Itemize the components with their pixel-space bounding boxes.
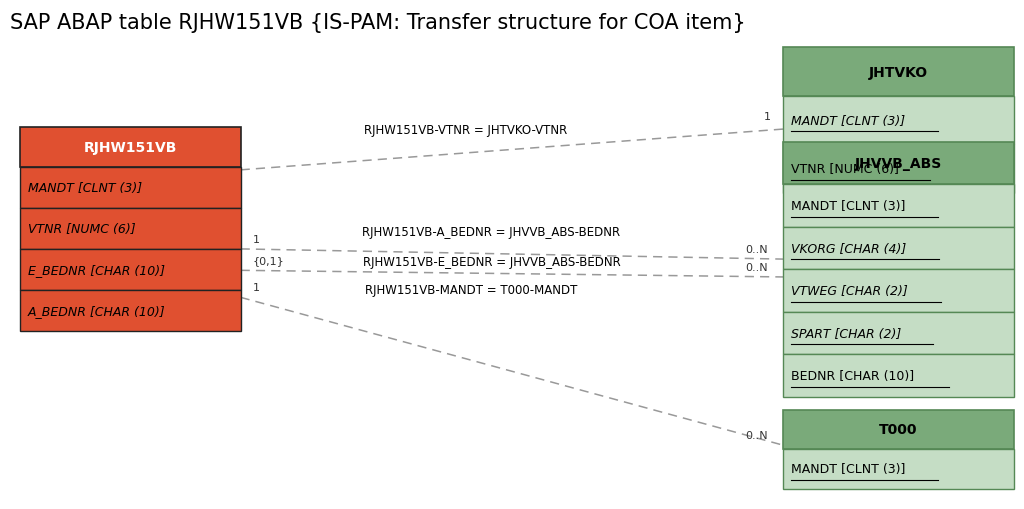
Text: MANDT [CLNT (3)]: MANDT [CLNT (3)] [28,182,141,195]
Bar [783,143,1014,185]
Text: JHTVKO: JHTVKO [869,66,928,79]
Text: 1: 1 [764,112,771,122]
Bar [783,185,1014,228]
Bar [20,209,241,249]
Bar [783,270,1014,312]
Bar [783,228,1014,270]
Bar [20,249,241,290]
Text: 1: 1 [253,282,260,293]
Text: JHVVB_ABS: JHVVB_ABS [855,157,942,171]
Text: 0..N: 0..N [745,244,768,254]
Bar [20,168,241,209]
Text: E_BEDNR [CHAR (10)]: E_BEDNR [CHAR (10)] [28,263,165,276]
Text: MANDT [CLNT (3)]: MANDT [CLNT (3)] [791,200,905,213]
Text: SPART [CHAR (2)]: SPART [CHAR (2)] [791,327,901,340]
Text: RJHW151VB: RJHW151VB [84,140,177,155]
Bar [783,449,1014,489]
Bar [783,97,1014,145]
Text: SAP ABAP table RJHW151VB {IS-PAM: Transfer structure for COA item}: SAP ABAP table RJHW151VB {IS-PAM: Transf… [10,13,745,33]
Text: VTNR [NUMC (6)]: VTNR [NUMC (6)] [28,222,135,236]
Text: VTWEG [CHAR (2)]: VTWEG [CHAR (2)] [791,285,907,297]
Text: 0..N: 0..N [745,430,768,440]
Text: MANDT [CLNT (3)]: MANDT [CLNT (3)] [791,115,904,127]
Text: A_BEDNR [CHAR (10)]: A_BEDNR [CHAR (10)] [28,304,165,317]
Text: RJHW151VB-VTNR = JHTVKO-VTNR: RJHW151VB-VTNR = JHTVKO-VTNR [365,123,567,136]
Text: RJHW151VB-E_BEDNR = JHVVB_ABS-BEDNR: RJHW151VB-E_BEDNR = JHVVB_ABS-BEDNR [362,256,621,269]
Bar [783,48,1014,97]
Text: T000: T000 [880,422,918,436]
Text: MANDT [CLNT (3)]: MANDT [CLNT (3)] [791,463,905,475]
Bar [783,410,1014,449]
Text: VKORG [CHAR (4)]: VKORG [CHAR (4)] [791,242,906,255]
Bar [783,312,1014,355]
Bar [783,145,1014,193]
Text: 0..N: 0..N [745,262,768,272]
Text: {0,1}: {0,1} [253,256,285,266]
Text: RJHW151VB-A_BEDNR = JHVVB_ABS-BEDNR: RJHW151VB-A_BEDNR = JHVVB_ABS-BEDNR [362,225,621,238]
Bar [20,127,241,168]
Text: VTNR [NUMC (6)]: VTNR [NUMC (6)] [791,163,898,176]
Text: BEDNR [CHAR (10)]: BEDNR [CHAR (10)] [791,370,913,382]
Bar [20,290,241,331]
Bar [783,355,1014,397]
Text: 1: 1 [253,234,260,244]
Text: RJHW151VB-MANDT = T000-MANDT: RJHW151VB-MANDT = T000-MANDT [365,284,578,297]
